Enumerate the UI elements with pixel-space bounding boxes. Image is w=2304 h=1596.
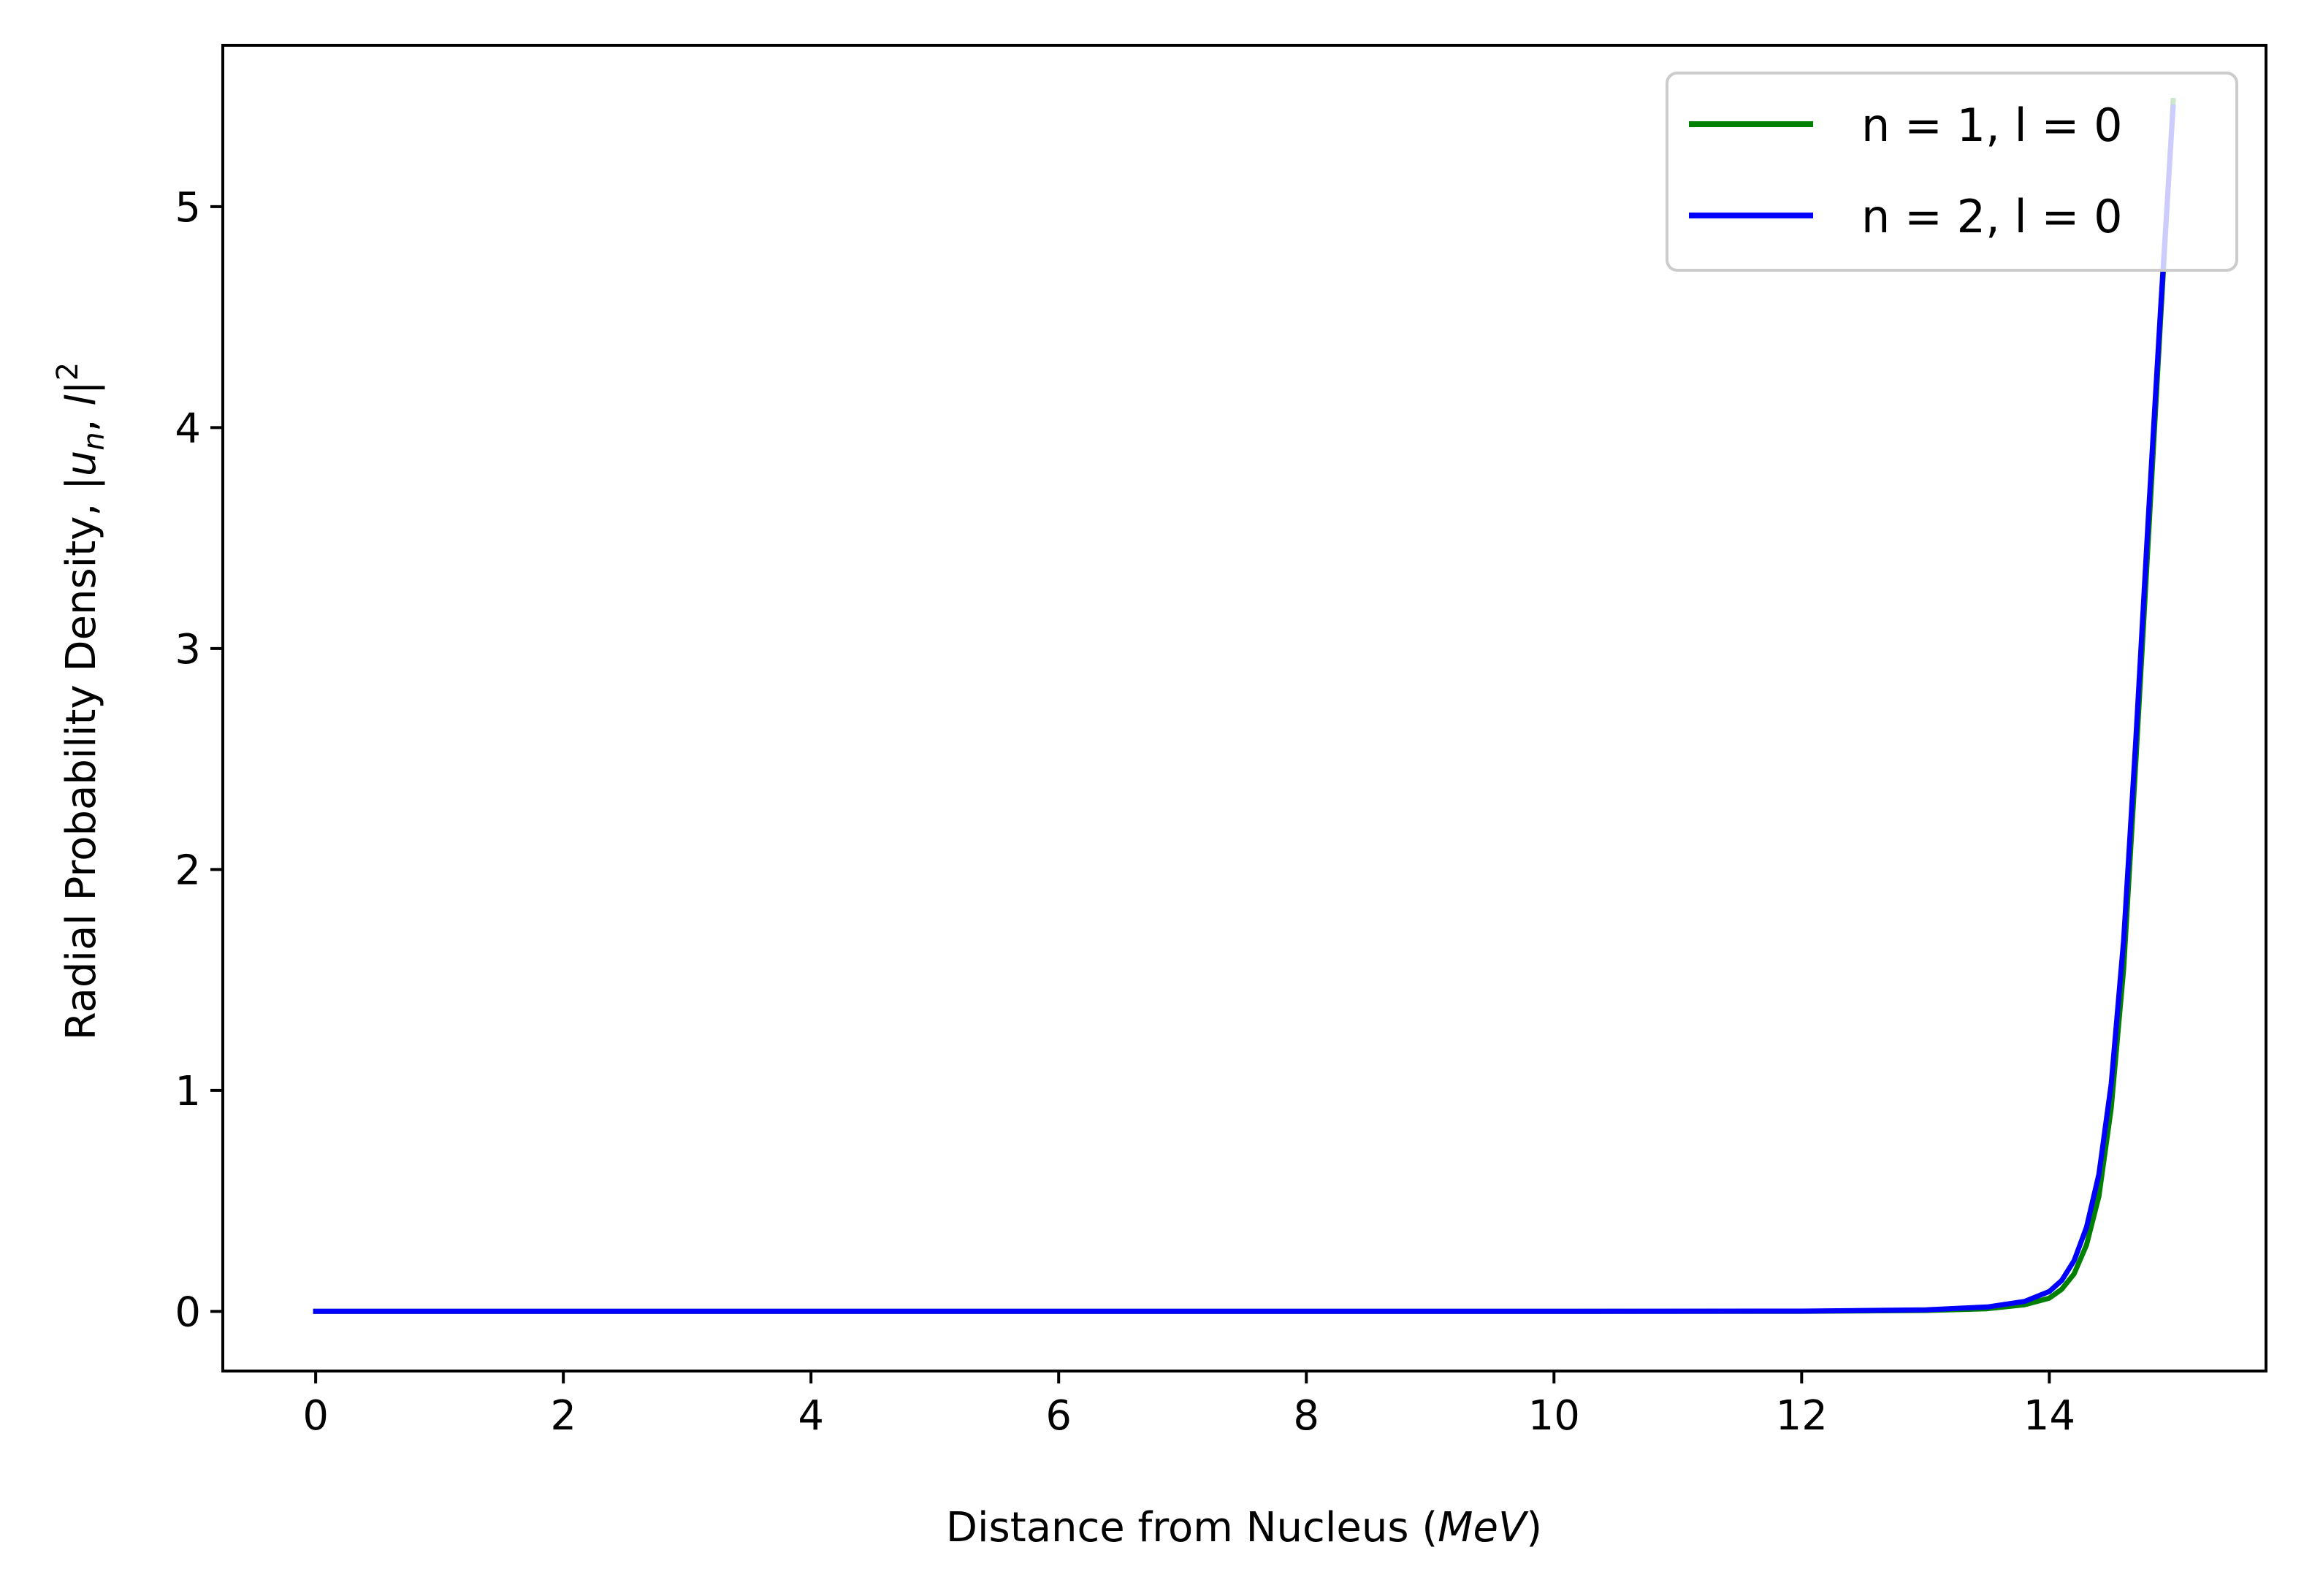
series-layer [313,97,2176,1314]
x-tick-label: 0 [302,1392,329,1440]
x-tick-label: 10 [1528,1392,1580,1440]
legend-label-series-2: n = 2, l = 0 [1861,190,2123,243]
y-tick-label: 3 [175,626,201,673]
x-axis-label: Distance from Nucleus (MeV) [946,1504,1542,1551]
plot-frame [221,44,2267,1372]
y-tick-label: 4 [175,405,201,452]
legend-label-series-1: n = 1, l = 0 [1861,99,2123,152]
series-line-2 [313,104,2176,1314]
x-axis-ticks: 0 2 4 6 8 10 12 14 [302,1371,2075,1440]
y-tick-label: 0 [175,1288,201,1336]
x-tick-label: 12 [1776,1392,1828,1440]
x-tick-label: 2 [550,1392,576,1440]
y-axis-label: Radial Probability Density, |un, l|2 [51,362,111,1040]
x-tick-label: 14 [2023,1392,2075,1440]
y-tick-label: 1 [175,1068,201,1115]
x-tick-label: 8 [1293,1392,1319,1440]
y-tick-label: 2 [175,847,201,894]
x-tick-label: 4 [798,1392,824,1440]
x-tick-label: 6 [1045,1392,1072,1440]
y-axis-ticks: 0 1 2 3 4 5 [175,184,223,1336]
legend: n = 1, l = 0 n = 2, l = 0 [1666,72,2238,272]
y-tick-label: 5 [175,184,201,232]
